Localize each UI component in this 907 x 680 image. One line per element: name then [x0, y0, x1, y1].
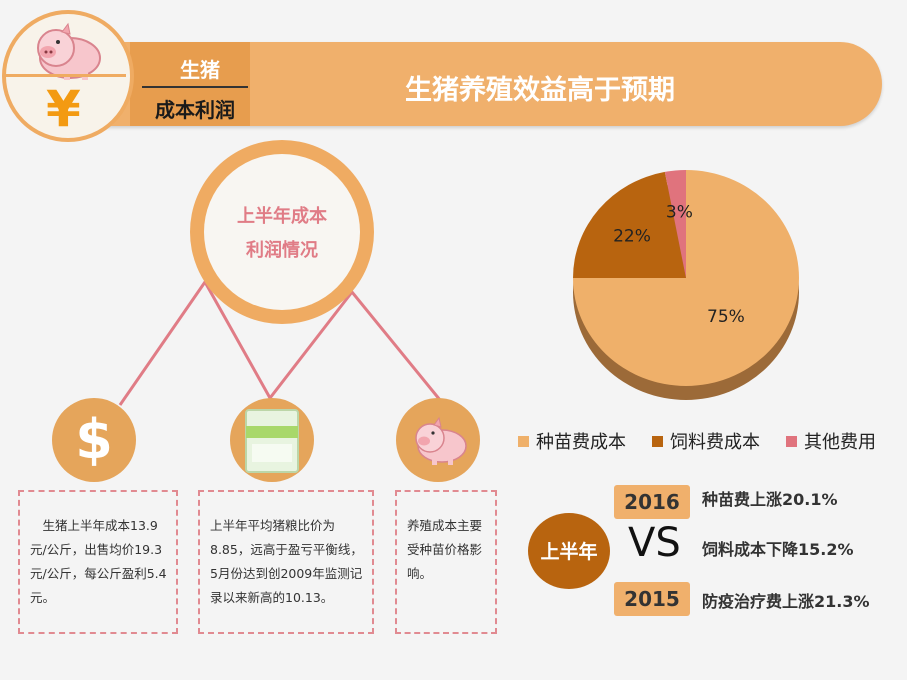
legend-swatch-other [786, 436, 797, 447]
stat-epidemic-cost: 防疫治疗费上涨21.3% [702, 592, 870, 611]
vs-label: VS [628, 520, 681, 566]
legend-label-seed: 种苗费成本 [536, 432, 626, 453]
page-title: 生猪养殖效益高于预期 [405, 75, 675, 106]
pie-chart: 75% 22% 3% [573, 170, 799, 400]
header-tag-panel [130, 42, 250, 126]
legend-label-feed: 饲料费成本 [670, 432, 760, 453]
center-label: 上半年成本 利润情况 [204, 200, 360, 268]
info-box-ratio: 上半年平均猪粮比价为8.85，远高于盈亏平衡线，5月份达到创2009年监测记录以… [198, 490, 374, 634]
legend-label-other: 其他费用 [804, 432, 876, 453]
stat-feed-cost: 饲料成本下降15.2% [702, 540, 854, 559]
center-ring-inner [204, 154, 360, 310]
pie-slice-feed [573, 171, 686, 278]
year-2015-badge: 2015 [614, 582, 690, 616]
center-label-line1: 上半年成本 [237, 206, 327, 227]
info-text-ratio: 上半年平均猪粮比价为8.85，远高于盈亏平衡线，5月份达到创2009年监测记录以… [210, 518, 363, 605]
period-label: 上半年 [540, 541, 598, 563]
pig-icon [37, 22, 101, 80]
info-text-cost: 生猪上半年成本13.9元/公斤，出售均价19.3元/公斤，每公斤盈利5.4元。 [30, 518, 167, 605]
yen-icon: ¥ [46, 80, 81, 138]
stat-seed-cost: 种苗费上涨20.1% [702, 490, 838, 509]
pig-icon [415, 416, 467, 465]
chart-legend: 种苗费成本 饲料费成本 其他费用 [518, 428, 898, 454]
feed-bag-badge [230, 398, 314, 482]
info-text-factor: 养殖成本主要受种苗价格影响。 [407, 518, 483, 581]
legend-swatch-feed [652, 436, 663, 447]
pie-label-seed: 75% [707, 307, 745, 327]
info-box-cost: 生猪上半年成本13.9元/公斤，出售均价19.3元/公斤，每公斤盈利5.4元。 [18, 490, 178, 634]
pie-label-feed: 22% [613, 226, 651, 246]
tag-label-bottom: 成本利润 [155, 98, 235, 122]
feed-bag-icon [245, 409, 299, 473]
info-box-factor: 养殖成本主要受种苗价格影响。 [395, 490, 497, 634]
tag-divider [142, 86, 248, 88]
period-badge: 上半年 [528, 513, 610, 589]
dollar-badge: $ [52, 398, 136, 482]
pig-badge [396, 398, 480, 482]
pie-label-other: 3% [666, 202, 693, 222]
center-label-line2: 利润情况 [246, 240, 318, 261]
logo-divider [6, 74, 126, 77]
dollar-icon: $ [75, 408, 113, 471]
tag-label-top: 生猪 [180, 58, 220, 82]
pie-slice-other [664, 170, 686, 278]
legend-swatch-seed [518, 436, 529, 447]
year-2016-badge: 2016 [614, 485, 690, 519]
